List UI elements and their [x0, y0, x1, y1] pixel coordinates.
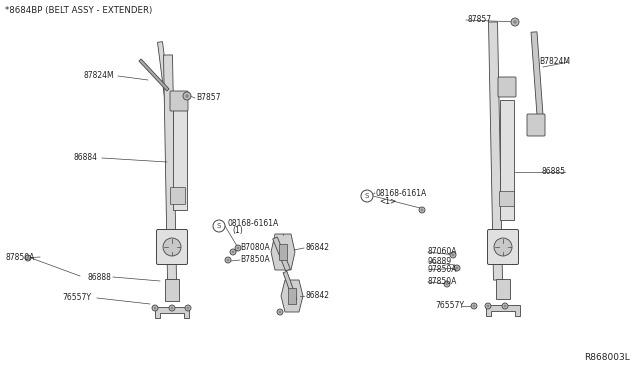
Circle shape — [485, 303, 491, 309]
Circle shape — [494, 238, 512, 256]
Circle shape — [452, 254, 454, 256]
Text: S: S — [365, 193, 369, 199]
Text: 08168-6161A: 08168-6161A — [375, 189, 426, 198]
Circle shape — [471, 303, 477, 309]
Circle shape — [513, 20, 517, 24]
FancyBboxPatch shape — [157, 230, 188, 264]
Circle shape — [419, 207, 425, 213]
Text: 86884: 86884 — [73, 154, 97, 163]
FancyBboxPatch shape — [170, 91, 188, 111]
Circle shape — [152, 305, 158, 311]
Circle shape — [235, 245, 241, 251]
Text: B7080A: B7080A — [240, 244, 269, 253]
Polygon shape — [486, 305, 520, 315]
Text: 76557Y: 76557Y — [435, 301, 464, 311]
Circle shape — [278, 311, 282, 313]
Circle shape — [154, 307, 156, 310]
Circle shape — [450, 252, 456, 258]
Text: B7824M: B7824M — [539, 58, 570, 67]
Text: <1>: <1> — [379, 196, 396, 205]
Circle shape — [361, 190, 373, 202]
Circle shape — [232, 251, 234, 253]
Text: B7850A: B7850A — [240, 256, 269, 264]
Circle shape — [456, 267, 458, 269]
Polygon shape — [281, 280, 303, 312]
Bar — [288, 288, 296, 304]
Text: S: S — [217, 223, 221, 229]
Circle shape — [486, 305, 490, 307]
Circle shape — [25, 255, 31, 261]
Circle shape — [277, 309, 283, 315]
Polygon shape — [139, 59, 169, 91]
Bar — [165, 279, 179, 301]
Circle shape — [213, 220, 225, 232]
FancyBboxPatch shape — [170, 187, 186, 205]
Text: 86842: 86842 — [305, 244, 329, 253]
Bar — [279, 244, 287, 260]
Text: 97850A: 97850A — [428, 266, 458, 275]
Circle shape — [473, 305, 476, 307]
Text: 96889: 96889 — [428, 257, 452, 266]
Circle shape — [454, 265, 460, 271]
Circle shape — [185, 94, 189, 98]
Text: 86842: 86842 — [305, 292, 329, 301]
FancyBboxPatch shape — [527, 114, 545, 136]
FancyBboxPatch shape — [499, 192, 515, 206]
Polygon shape — [163, 55, 177, 280]
Polygon shape — [157, 42, 170, 105]
Text: 86888: 86888 — [88, 273, 112, 282]
Circle shape — [227, 259, 229, 262]
Polygon shape — [273, 237, 291, 271]
Circle shape — [225, 257, 231, 263]
Circle shape — [502, 303, 508, 309]
Text: B7857: B7857 — [196, 93, 221, 103]
Circle shape — [511, 18, 519, 26]
Text: R868003L: R868003L — [584, 353, 630, 362]
Circle shape — [169, 305, 175, 311]
Circle shape — [27, 257, 29, 259]
Text: 87857: 87857 — [467, 16, 491, 25]
Polygon shape — [271, 234, 295, 270]
Text: 08168-6161A: 08168-6161A — [228, 218, 279, 228]
Circle shape — [163, 238, 181, 256]
Circle shape — [444, 281, 450, 287]
Text: *8684BP (BELT ASSY - EXTENDER): *8684BP (BELT ASSY - EXTENDER) — [5, 6, 152, 15]
Circle shape — [183, 92, 191, 100]
Text: 87850A: 87850A — [5, 253, 35, 262]
Bar — [496, 279, 510, 299]
Circle shape — [420, 209, 423, 211]
FancyBboxPatch shape — [498, 77, 516, 97]
Text: 76557Y: 76557Y — [62, 294, 91, 302]
Circle shape — [171, 307, 173, 310]
Circle shape — [445, 283, 449, 285]
Text: 87824M: 87824M — [83, 71, 114, 80]
Bar — [173, 100, 187, 210]
Text: 87850A: 87850A — [428, 278, 458, 286]
Bar — [500, 100, 514, 220]
Circle shape — [230, 249, 236, 255]
Polygon shape — [155, 307, 189, 317]
Text: 86885: 86885 — [542, 167, 566, 176]
Circle shape — [185, 305, 191, 311]
Polygon shape — [283, 271, 297, 301]
FancyBboxPatch shape — [488, 230, 518, 264]
Polygon shape — [488, 22, 502, 280]
Polygon shape — [531, 32, 543, 115]
Text: 87060A: 87060A — [428, 247, 458, 257]
Circle shape — [504, 305, 506, 307]
Text: (1): (1) — [232, 227, 243, 235]
Circle shape — [237, 247, 239, 249]
Circle shape — [187, 307, 189, 310]
